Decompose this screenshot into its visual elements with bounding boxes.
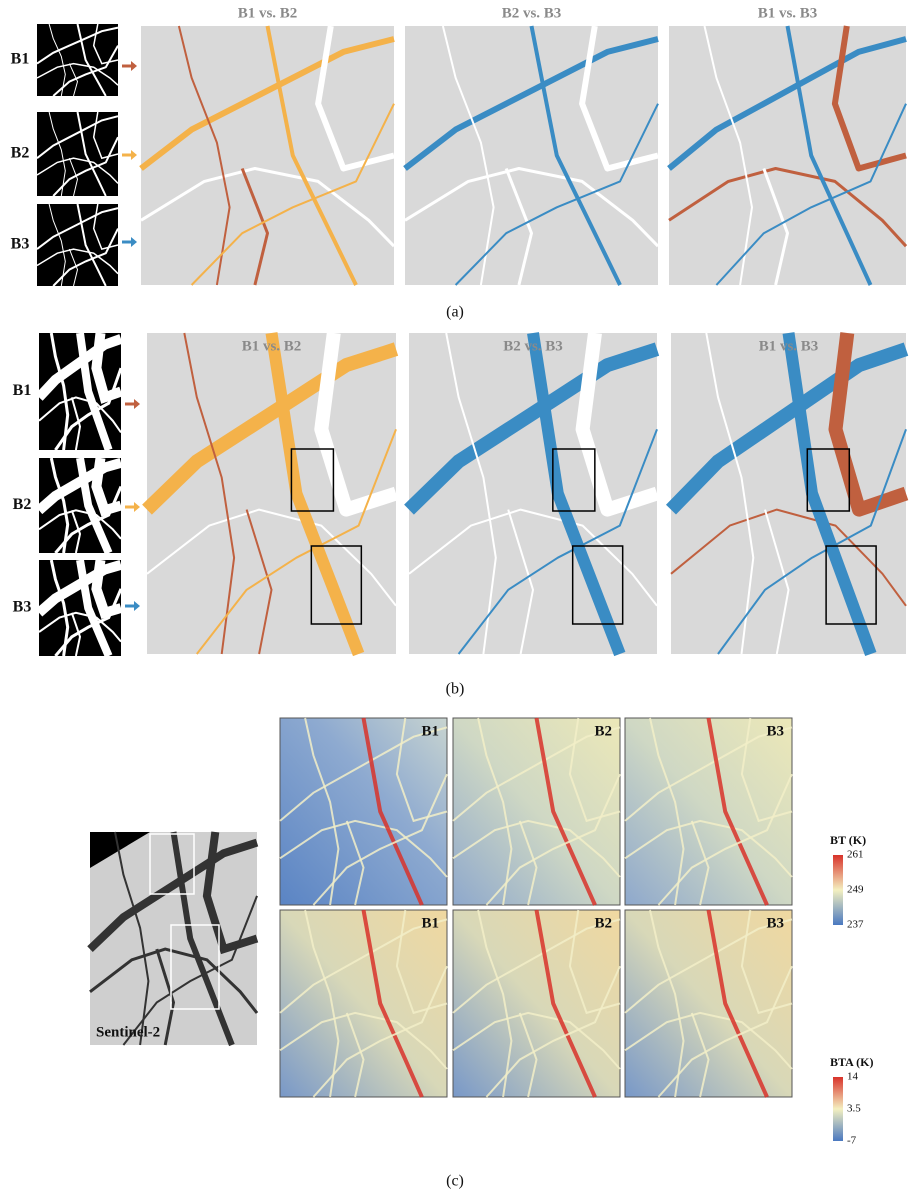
caption: (b) <box>446 681 465 698</box>
row-label: B3 <box>13 599 32 616</box>
colorbar-label: 14 <box>847 1071 859 1083</box>
map-title: B2 vs. B3 <box>503 338 563 354</box>
map-image <box>669 26 906 285</box>
map-image <box>671 333 906 654</box>
row-label: B1 <box>13 382 32 399</box>
map-image <box>141 26 394 285</box>
map-image <box>409 333 657 654</box>
arrow-head <box>134 399 140 409</box>
colorbar-title: BTA (K) <box>830 1055 873 1069</box>
arrow-head <box>134 601 140 611</box>
image-label: Sentinel-2 <box>96 1024 160 1040</box>
colorbar <box>833 855 843 925</box>
map-image <box>405 26 658 285</box>
colorbar-label: 237 <box>847 919 864 931</box>
figure: (a) (b) (c) B1 B2 B3 B1 vs. B2 B2 vs. B3 B1 v… <box>0 0 909 1200</box>
row-label: B2 <box>11 145 30 162</box>
caption: (a) <box>446 304 464 321</box>
colorbar-label: 3.5 <box>847 1103 861 1115</box>
map-label: B1 <box>421 915 439 931</box>
bt-map <box>625 718 792 905</box>
bt-map <box>453 718 620 905</box>
map-label: B2 <box>594 915 612 931</box>
arrow-head <box>131 150 137 160</box>
map-title: B1 vs. B3 <box>759 338 819 354</box>
bt-map <box>280 910 447 1097</box>
mask-thumbnail <box>37 24 118 96</box>
row-label: B2 <box>13 496 32 513</box>
map-title: B1 vs. B2 <box>242 338 302 354</box>
arrow-head <box>131 61 137 71</box>
colorbar-label: -7 <box>847 1135 857 1147</box>
colorbar-label: 261 <box>847 849 864 861</box>
colorbar-title: BT (K) <box>830 833 866 847</box>
map-title: B2 vs. B3 <box>502 5 562 21</box>
mask-thumbnail <box>37 204 118 286</box>
arrow-head <box>131 237 137 247</box>
bt-map <box>280 718 447 905</box>
row-label: B3 <box>11 236 30 253</box>
colorbar <box>833 1077 843 1141</box>
map-title: B1 vs. B2 <box>238 5 298 21</box>
bt-map <box>625 910 792 1097</box>
row-label: B1 <box>11 51 30 68</box>
sentinel-image <box>90 832 257 1045</box>
map-label: B1 <box>421 723 439 739</box>
map-label: B2 <box>594 723 612 739</box>
mask-thumbnail <box>37 112 118 196</box>
caption: (c) <box>446 1173 464 1190</box>
colorbar-label: 249 <box>847 884 864 896</box>
map-label: B3 <box>766 723 784 739</box>
arrow-head <box>134 502 140 512</box>
bt-map <box>453 910 620 1097</box>
map-label: B3 <box>766 915 784 931</box>
map-image <box>147 333 396 654</box>
map-title: B1 vs. B3 <box>758 5 818 21</box>
